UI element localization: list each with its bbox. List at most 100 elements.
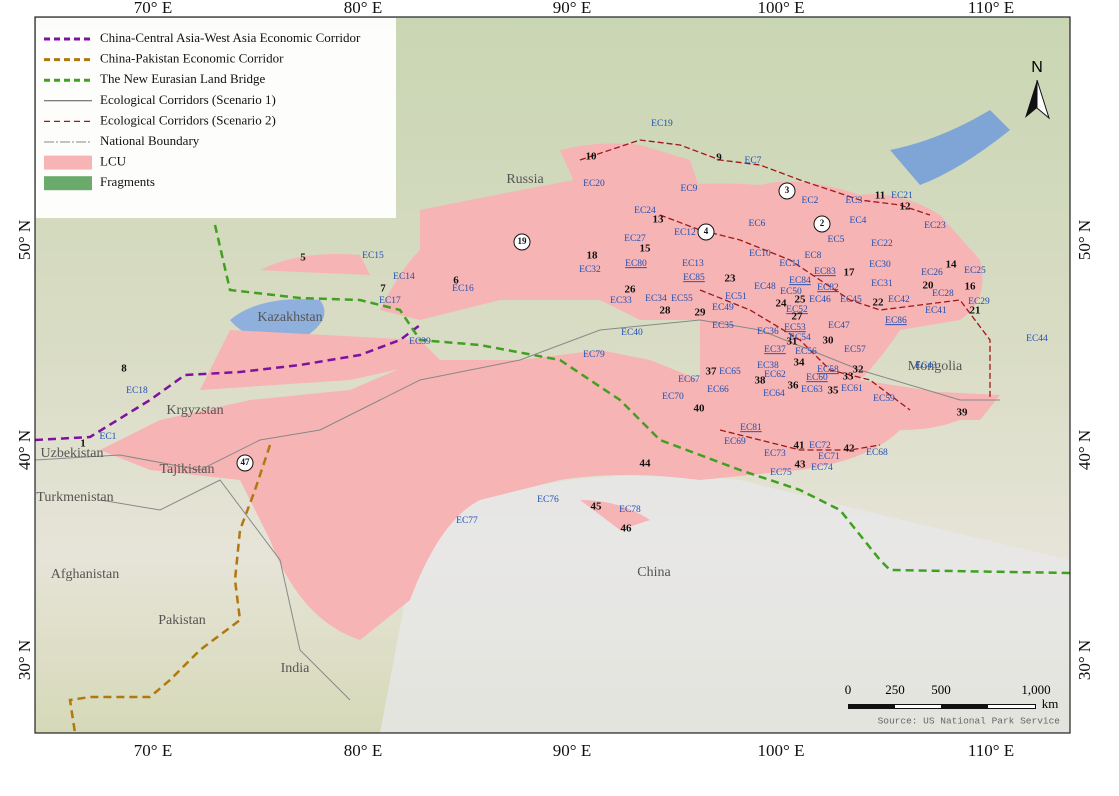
corridor-label: EC25 xyxy=(964,266,986,276)
corridor-label: EC71 xyxy=(818,452,840,462)
scale-label: 500 xyxy=(931,682,951,697)
corridor-label: EC72 xyxy=(809,441,831,451)
country-label: China xyxy=(637,565,671,580)
corridor-label: EC62 xyxy=(764,370,786,380)
lcu-label: 41 xyxy=(794,440,805,452)
corridor-label: EC41 xyxy=(925,306,947,316)
scale-label: 250 xyxy=(885,682,905,697)
lcu-label: 1 xyxy=(80,438,86,450)
corridor-label: EC79 xyxy=(583,350,605,360)
scale-bar xyxy=(848,704,1036,709)
corridor-label: EC69 xyxy=(724,437,746,447)
corridor-label: EC31 xyxy=(871,279,893,289)
country-label: Uzbekistan xyxy=(41,446,104,461)
lcu-label: 26 xyxy=(625,284,637,296)
legend: China-Central Asia-West Asia Economic Co… xyxy=(36,18,396,218)
corridor-label: EC3 xyxy=(846,196,863,206)
corridor-label: EC30 xyxy=(869,260,891,270)
corridor-label: EC42 xyxy=(888,295,910,305)
legend-label: National Boundary xyxy=(100,133,200,148)
lcu-label: 40 xyxy=(694,403,706,415)
country-label: Tajikistan xyxy=(159,462,214,477)
lcu-label: 8 xyxy=(121,363,127,375)
corridor-label: EC35 xyxy=(712,321,734,331)
lcu-label: 32 xyxy=(853,364,865,376)
country-label: India xyxy=(281,661,311,676)
corridor-label: EC81 xyxy=(740,423,762,433)
corridor-label: EC73 xyxy=(764,449,786,459)
corridor-label: EC28 xyxy=(932,289,954,299)
corridor-label: EC7 xyxy=(745,156,762,166)
corridor-label: EC46 xyxy=(809,295,831,305)
lcu-circle xyxy=(813,215,831,233)
lcu-label: 42 xyxy=(844,443,856,455)
lcu-label: 43 xyxy=(795,459,807,471)
lat-label: 40° N xyxy=(15,430,34,470)
corridor-label: EC54 xyxy=(789,333,811,343)
lcu-label: 34 xyxy=(794,357,806,369)
lcu-label: 7 xyxy=(380,283,386,295)
corridor-label: EC80 xyxy=(625,259,647,269)
lcu-label: 11 xyxy=(875,190,885,202)
lon-label: 70° E xyxy=(134,741,172,760)
corridor-label: EC12 xyxy=(674,228,696,238)
lcu-label: 25 xyxy=(795,294,807,306)
corridor-label: EC34 xyxy=(645,294,667,304)
corridor-label: EC11 xyxy=(779,259,801,269)
lon-label: 100° E xyxy=(758,741,805,760)
lcu-circle xyxy=(236,454,254,472)
land-bridge xyxy=(213,224,1070,575)
legend-symbol xyxy=(44,155,92,170)
lcu-label: 46 xyxy=(621,523,633,535)
scale-label: 0 xyxy=(845,682,852,697)
corridor-label: EC10 xyxy=(749,249,771,259)
lcu-label: 13 xyxy=(653,214,665,226)
north-arrow xyxy=(1025,80,1037,118)
lcu-label: 39 xyxy=(957,407,969,419)
cp-corridor xyxy=(68,444,272,733)
corridor-label: EC51 xyxy=(725,292,747,302)
lcu-label: 19 xyxy=(518,236,528,246)
lat-label: 30° N xyxy=(15,640,34,680)
corridor-label: EC19 xyxy=(651,119,673,129)
lcu-circle xyxy=(778,182,796,200)
lcu-circle xyxy=(513,233,531,251)
corridor-label: EC65 xyxy=(719,367,741,377)
corridor-label: EC29 xyxy=(968,297,990,307)
corridor-label: EC85 xyxy=(683,273,705,283)
corridor-label: EC83 xyxy=(814,267,836,277)
lake xyxy=(890,110,1010,185)
lon-label: 110° E xyxy=(968,741,1014,760)
country-label: Turkmenistan xyxy=(36,490,113,505)
corridor-label: EC6 xyxy=(749,219,766,229)
map-body xyxy=(35,17,1070,733)
lon-label: 80° E xyxy=(344,741,382,760)
corridor-label: EC53 xyxy=(784,323,806,333)
lcu-label: 45 xyxy=(591,501,603,513)
lcu-label: 44 xyxy=(640,458,652,470)
country-label: Russia xyxy=(506,172,544,187)
corridor-label: EC38 xyxy=(757,361,779,371)
lcu-label: 47 xyxy=(241,457,251,467)
corridor-label: EC55 xyxy=(671,294,693,304)
lcu-label: 23 xyxy=(725,273,737,285)
plateau xyxy=(380,475,1070,733)
lcu-label: 5 xyxy=(300,252,306,264)
corridor-label: EC24 xyxy=(634,206,656,216)
lcu-label: 10 xyxy=(586,151,598,163)
legend-label: China-Pakistan Economic Corridor xyxy=(100,51,284,66)
corridor-label: EC63 xyxy=(801,385,823,395)
corridor-label: EC26 xyxy=(921,268,943,278)
scale-segment xyxy=(895,705,941,708)
lon-label: 110° E xyxy=(968,0,1014,17)
scale-label: km xyxy=(1042,696,1059,711)
corridor-label: EC2 xyxy=(802,196,819,206)
corridor-label: EC9 xyxy=(681,184,698,194)
lcu-circle xyxy=(697,223,715,241)
corridor-label: EC1 xyxy=(100,432,117,442)
country-label: Mongolia xyxy=(908,359,963,374)
lcu-label: 3 xyxy=(785,185,790,195)
source-text: Source: US National Park Service xyxy=(878,716,1061,727)
lcu-label: 38 xyxy=(755,375,767,387)
lcu-label: 33 xyxy=(843,371,855,383)
